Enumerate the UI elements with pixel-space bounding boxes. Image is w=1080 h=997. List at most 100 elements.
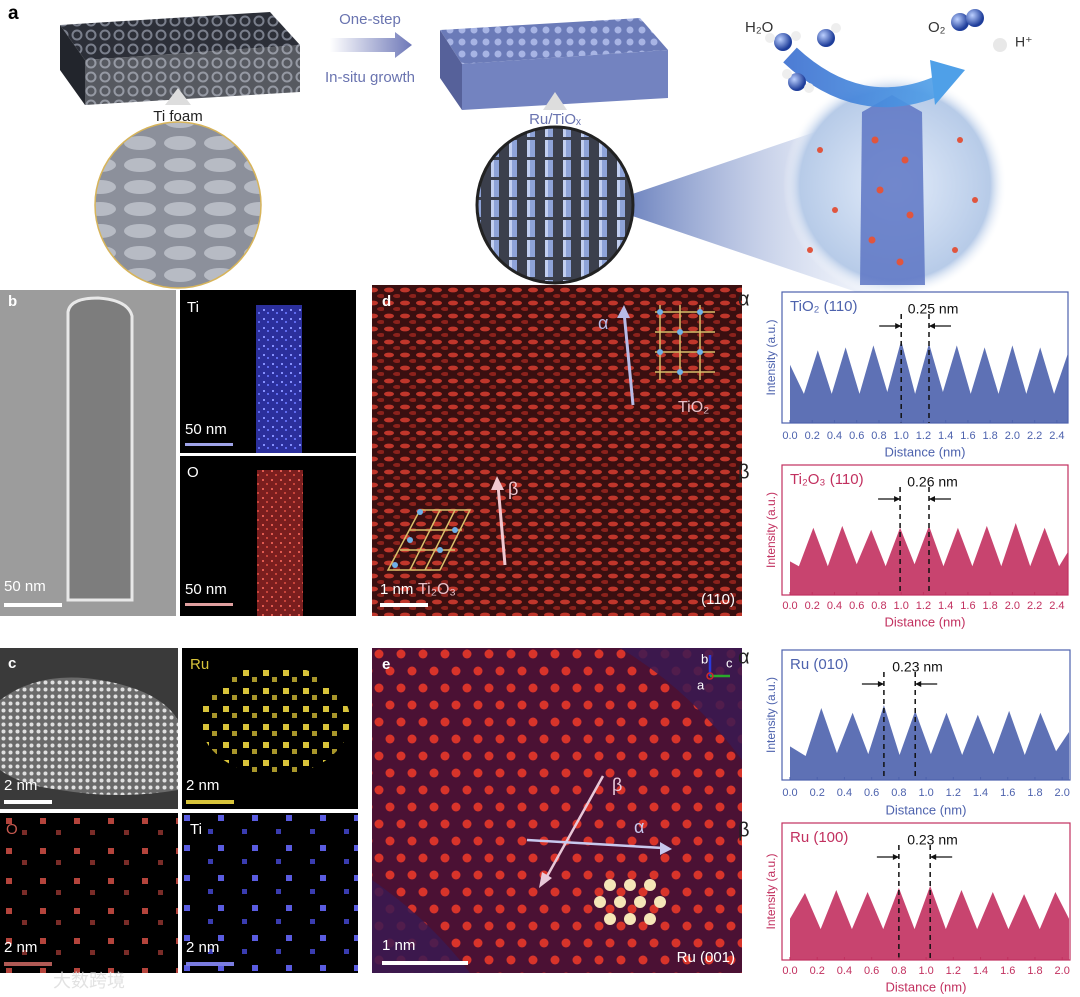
molecules-part [817, 29, 835, 47]
label: One-step [339, 11, 401, 28]
tio2-model [655, 305, 715, 380]
watermark: 大数跨境 [53, 971, 125, 991]
spacing-label: 0.23 nm [907, 832, 958, 848]
profiles: α TiO₂ (110) 0.25 nm 0.0 0.2 0.4 0.6 0.8 1.0 1.2 1… [738, 288, 1071, 994]
profile-title: Ti₂O₃ (110) [790, 471, 864, 488]
arrow [330, 32, 412, 58]
x-tick-label: 1.6 [1000, 965, 1015, 977]
direction-arrow [543, 775, 605, 881]
atoms-part [407, 537, 413, 543]
molecules-part [966, 9, 984, 27]
block-front [462, 50, 668, 110]
ru-model-part [644, 879, 656, 891]
intensity-area [790, 885, 1069, 960]
direction-label: β [508, 479, 518, 499]
molecules-part [791, 31, 801, 41]
scale-text: 50 nm [185, 581, 227, 598]
atoms-part [697, 349, 703, 355]
x-tick-label: 1.6 [960, 430, 975, 442]
x-tick-label: 0.8 [891, 787, 906, 799]
x-tick-label: 2.0 [1055, 965, 1070, 977]
profile-marker: α [738, 646, 750, 668]
zoom-circle [475, 125, 635, 285]
x-tick-label: 0.6 [864, 787, 879, 799]
map-label: Ti [187, 299, 199, 316]
plane-label: (110) [701, 591, 735, 608]
x-tick-label: 0.0 [782, 430, 797, 442]
x-tick-label: 0.0 [782, 787, 797, 799]
scale-text: 50 nm [4, 578, 46, 595]
x-tick-label: 2.2 [1027, 430, 1042, 442]
profile-title: Ru (100) [790, 829, 848, 846]
x-tick-label: 1.2 [946, 787, 961, 799]
x-tick-label: 0.2 [810, 787, 825, 799]
scale-text: 1 nm [382, 937, 415, 954]
x-tick-label: 0.6 [864, 965, 879, 977]
x-tick-label: 0.8 [891, 965, 906, 977]
scale-bar [185, 443, 233, 446]
x-tick-label: 2.0 [1005, 600, 1020, 612]
ru-particles-part [972, 197, 978, 203]
profile-marker: β [738, 819, 750, 841]
nanorod [860, 95, 925, 285]
ru-particles [807, 136, 978, 266]
profile-title: Ru (010) [790, 656, 848, 673]
label: Ti foam [153, 108, 202, 125]
label: Ru/TiOₓ [529, 111, 581, 128]
x-tick-label: 2.0 [1055, 787, 1070, 799]
ru-particles-part [817, 147, 823, 153]
x-tick-label: 2.0 [1005, 430, 1020, 442]
ru-model-part [604, 879, 616, 891]
label: H⁺ [1015, 34, 1033, 50]
ti2o3-model-part [386, 509, 472, 571]
x-tick-label: 0.8 [871, 600, 886, 612]
x-tick-label: 2.4 [1049, 430, 1064, 442]
scale-text: 2 nm [186, 777, 219, 794]
scale-bar [186, 800, 234, 804]
x-tick-label: 1.0 [894, 430, 909, 442]
direction-label: α [598, 313, 608, 333]
plane-label: Ru (001) [677, 949, 735, 966]
ti-signal [256, 305, 302, 453]
panel-label: b [8, 293, 17, 310]
o-signal [257, 470, 303, 616]
scale-bar [4, 962, 52, 966]
scale-text: 2 nm [186, 939, 219, 956]
y-axis-label: Intensity (a.u.) [764, 677, 778, 753]
panel-label: e [382, 656, 390, 673]
arrow-head [930, 60, 965, 105]
x-tick-label: 0.6 [849, 600, 864, 612]
spacing-arrow-head [894, 496, 901, 502]
x-tick-label: 0.4 [827, 600, 842, 612]
atoms-part [697, 309, 703, 315]
panel-c: c 2 nm Ru 2 nm O 2 nm Ti 2 nm 大数跨境 [0, 648, 358, 991]
profile-chart: α TiO₂ (110) 0.25 nm 0.0 0.2 0.4 0.6 0.8 1.0 1.2 1… [738, 288, 1069, 459]
x-tick-label: 1.4 [973, 965, 988, 977]
map-label: O [187, 464, 199, 481]
axis-label: a [697, 677, 705, 692]
scale-bar [185, 603, 233, 606]
ru-model [594, 879, 666, 925]
axis-label: c [726, 655, 733, 670]
ru-model-part [624, 913, 636, 925]
x-tick-label: 0.2 [810, 965, 825, 977]
x-tick-label: 0.6 [849, 430, 864, 442]
atoms-part [417, 509, 423, 515]
block-front [85, 45, 300, 105]
direction-label: α [634, 817, 644, 837]
spacing-label: 0.25 nm [908, 301, 959, 317]
spacing-arrow-head [877, 681, 884, 687]
ru-model-part [634, 896, 646, 908]
x-tick-label: 1.6 [1000, 787, 1015, 799]
molecules-part [831, 23, 841, 33]
scale-text: 2 nm [4, 777, 37, 794]
ti2o3-model-part [409, 509, 441, 571]
intensity-area [790, 705, 1069, 780]
particle [0, 677, 178, 795]
background [372, 648, 742, 973]
x-tick-label: 1.4 [973, 787, 988, 799]
profile-marker: β [738, 461, 750, 483]
block-side [60, 25, 85, 105]
molecules-part [782, 69, 792, 79]
atoms-part [657, 309, 663, 315]
